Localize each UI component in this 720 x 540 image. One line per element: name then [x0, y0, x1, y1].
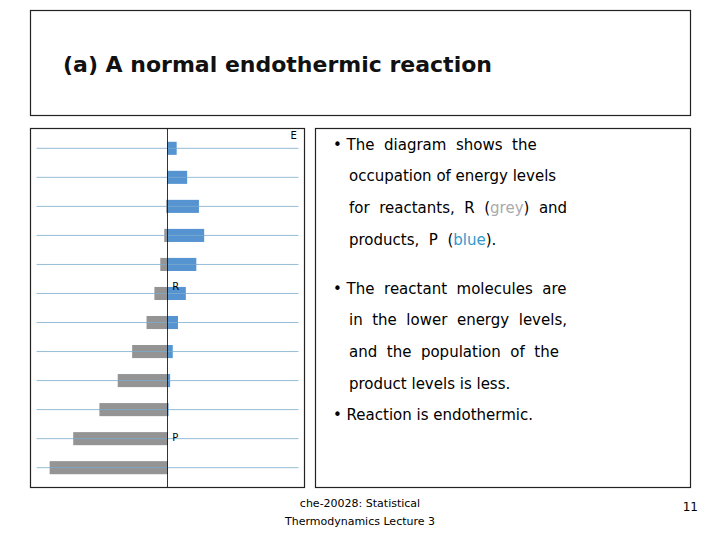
- footer-text: che-20028: Statistical: [300, 497, 420, 510]
- text-segment: ).: [486, 231, 497, 249]
- series-label: P: [172, 432, 178, 443]
- text-line: in the lower energy levels,: [349, 312, 567, 330]
- text-segment: and the population of the: [349, 343, 559, 361]
- text-line: • The diagram shows the: [333, 136, 537, 154]
- text-segment: • The diagram shows the: [333, 136, 537, 154]
- text-line: occupation of energy levels: [349, 168, 556, 186]
- page: (a) A normal endothermic reaction E R P • Th…: [0, 0, 720, 540]
- text-line: for reactants, R (grey) and: [349, 199, 567, 217]
- plot-frame: [31, 129, 305, 488]
- text-segment: occupation of energy levels: [349, 168, 556, 186]
- text-line: • Reaction is endothermic.: [333, 406, 533, 424]
- text-segment: grey: [490, 199, 524, 217]
- text-segment: in the lower energy levels,: [349, 312, 567, 330]
- text-box: [316, 129, 691, 488]
- title-box: [31, 11, 691, 116]
- page-number: 11: [683, 500, 698, 514]
- plot-background: [30, 128, 305, 488]
- text-line: product levels is less.: [349, 375, 510, 393]
- text-segment: products, P (: [349, 231, 453, 249]
- title: (a) A normal endothermic reaction: [63, 52, 492, 77]
- text-line: • The reactant molecules are: [333, 280, 567, 298]
- zero-line: [167, 128, 168, 488]
- text-line: products, P (blue).: [349, 231, 496, 249]
- series-label: R: [172, 281, 179, 292]
- energy-label: E: [290, 130, 296, 141]
- text-segment: blue: [453, 231, 485, 249]
- text-line: and the population of the: [349, 343, 559, 361]
- text-segment: • Reaction is endothermic.: [333, 406, 533, 424]
- text-segment: product levels is less.: [349, 375, 510, 393]
- text-segment: for reactants, R (: [349, 199, 490, 217]
- text-segment: ) and: [524, 199, 568, 217]
- footer-text: Thermodynamics Lecture 3: [284, 515, 435, 528]
- text-segment: • The reactant molecules are: [333, 280, 567, 298]
